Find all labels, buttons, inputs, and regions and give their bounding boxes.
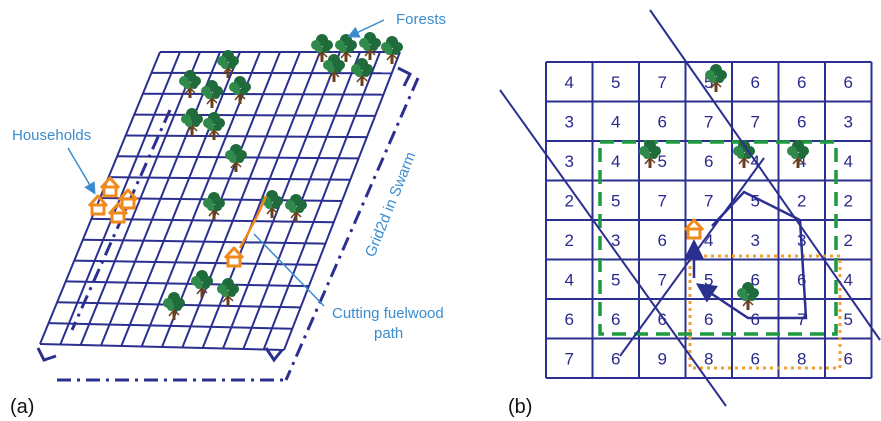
grid-line-horizontal	[125, 134, 367, 139]
grid-cell-value: 6	[797, 270, 806, 289]
grid-cell-value: 6	[704, 310, 713, 329]
grid-cell-value: 6	[565, 310, 574, 329]
arrow-head-bottom	[264, 347, 284, 363]
grid-cell-value: 2	[844, 191, 853, 210]
grid-cell-value: 7	[658, 270, 667, 289]
fuelwood-path	[238, 195, 268, 249]
house-icon	[683, 218, 705, 240]
grid-cell-value: 7	[565, 349, 574, 368]
search-path	[695, 190, 808, 320]
tree-icon	[180, 107, 204, 137]
grid-cell-value: 4	[565, 73, 574, 92]
grid-cell-value: 6	[658, 231, 667, 250]
households-pointer	[67, 147, 96, 195]
grid-cell-value: 7	[751, 112, 760, 131]
grid-cell-value: 3	[565, 112, 574, 131]
grid-cell-value: 4	[844, 270, 853, 289]
path-pointer	[253, 233, 325, 307]
grid-cell-value: 3	[751, 231, 760, 250]
grid-cell-value: 6	[751, 73, 760, 92]
grid-extent-arrows	[57, 77, 420, 382]
grid-line-horizontal	[74, 259, 318, 266]
grid-cell-value: 5	[611, 191, 620, 210]
grid-cell-value: 4	[611, 112, 620, 131]
tree-icon	[190, 269, 214, 299]
grid-cell-value: 7	[658, 191, 667, 210]
grid-line-horizontal	[142, 92, 384, 96]
path-label-line1: Cutting fuelwood	[332, 305, 444, 322]
grid-cell-value: 4	[704, 231, 713, 250]
grid-cell-value: 6	[704, 152, 713, 171]
arrow-head-top	[397, 66, 413, 87]
numeric-grid: 4575666346776334564442577522236433245756…	[545, 61, 873, 379]
grid-cell-value: 5	[611, 73, 620, 92]
house-icon	[99, 176, 121, 198]
forests-pointer	[347, 19, 385, 38]
tree-icon	[284, 193, 308, 223]
grid-cell-value: 6	[797, 112, 806, 131]
grid-cell-value: 6	[611, 349, 620, 368]
households-label: Households	[12, 127, 91, 144]
tree-icon	[224, 143, 248, 173]
grid-cell-value: 3	[611, 231, 620, 250]
panel-a: Forests Households Cutting fuelwood path…	[10, 11, 446, 418]
grid-cell-value: 2	[565, 231, 574, 250]
arrow-head-left	[36, 347, 57, 362]
grid-cell-value: 5	[751, 191, 760, 210]
grid-line-horizontal	[39, 343, 285, 351]
grid-cell-value: 4	[565, 270, 574, 289]
grid-cell-value: 6	[844, 349, 853, 368]
grid-cell-value: 8	[704, 349, 713, 368]
grid-line-horizontal	[48, 322, 293, 330]
grid-cell-value: 2	[565, 191, 574, 210]
forests-label: Forests	[396, 11, 446, 28]
grid-cell-value: 6	[751, 349, 760, 368]
forest-trees	[162, 31, 404, 321]
grid-cell-value: 4	[611, 152, 620, 171]
grid-cell-value: 6	[658, 112, 667, 131]
tree-icon	[380, 35, 404, 65]
grid-cell-value: 7	[658, 73, 667, 92]
grid-label: Grid2d in Swarm	[362, 150, 420, 260]
grid-cell-value: 3	[565, 152, 574, 171]
grid-cell-value: 6	[611, 310, 620, 329]
grid-cell-value: 3	[844, 112, 853, 131]
grid-cell-value: 7	[704, 191, 713, 210]
grid-cell-value: 6	[844, 73, 853, 92]
panel-b-label: (b)	[508, 396, 532, 418]
grid-cell-value: 7	[704, 112, 713, 131]
tree-icon	[350, 57, 374, 87]
grid-cell-value: 6	[658, 310, 667, 329]
grid-line-horizontal	[82, 238, 326, 245]
grid-line-horizontal	[108, 176, 351, 181]
grid-cell-value: 2	[797, 191, 806, 210]
grid-cell-value: 8	[797, 349, 806, 368]
grid-cell-value: 4	[844, 152, 853, 171]
grid-cell-value: 5	[704, 270, 713, 289]
grid-cell-value: 9	[658, 349, 667, 368]
grid-cell-value: 2	[844, 231, 853, 250]
grid-line-horizontal	[91, 217, 334, 224]
diagonal-line-right	[649, 9, 881, 341]
grid-cell-value: 5	[844, 310, 853, 329]
right-height-line	[284, 77, 420, 381]
grid-cell-value: 6	[751, 270, 760, 289]
diagonal-line-cross	[619, 157, 765, 357]
grid-cell-value: 5	[611, 270, 620, 289]
grid-cell-value: 5	[704, 73, 713, 92]
diagonal-line-left	[499, 89, 727, 407]
panel-a-label: (a)	[10, 396, 34, 418]
grid-line-horizontal	[134, 113, 376, 117]
orange-dotted-region	[688, 254, 842, 370]
panel-b: 4575666346776334564442577522236433245756…	[499, 9, 881, 418]
grid-cell-value: 5	[658, 152, 667, 171]
grid-line-horizontal	[65, 280, 309, 288]
grid-cell-value: 6	[797, 73, 806, 92]
green-dashed-region	[598, 140, 838, 336]
path-label-line2: path	[374, 325, 403, 342]
